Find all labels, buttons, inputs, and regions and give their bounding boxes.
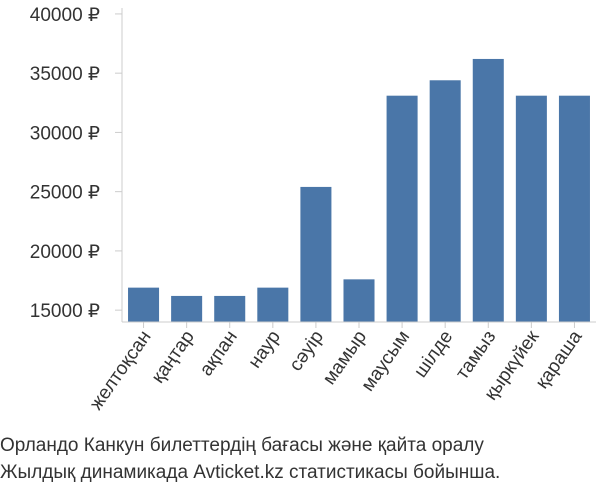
bar <box>257 287 289 322</box>
x-tick-label: сәуір <box>285 327 328 375</box>
bar <box>300 186 332 322</box>
x-tick-label: ақпан <box>196 327 242 380</box>
bar <box>128 287 160 322</box>
bar <box>171 295 203 322</box>
bar <box>472 58 504 323</box>
x-tick-label: наур <box>244 327 285 372</box>
x-tick-label: желтоқсан <box>86 327 156 414</box>
bars <box>128 58 590 323</box>
bar <box>214 295 246 322</box>
bar <box>515 95 547 323</box>
y-tick-label: 30000 ₽ <box>30 123 100 144</box>
y-tick-label: 20000 ₽ <box>30 242 100 263</box>
y-tick-label: 25000 ₽ <box>30 183 100 204</box>
y-axis: 15000 ₽ 20000 ₽ 25000 ₽ 30000 ₽ 35000 ₽ 40000… <box>30 5 123 322</box>
caption-line-1: Орландо Канкун билеттердің бағасы және қ… <box>0 435 484 456</box>
x-tick-label: шілде <box>410 327 457 382</box>
y-tick-label: 35000 ₽ <box>30 64 100 85</box>
y-tick-label: 40000 ₽ <box>30 5 100 26</box>
x-tick-label: қаңтар <box>148 327 199 387</box>
bar <box>386 95 418 323</box>
caption-line-2: Жылдық динамикада Avticket.kz статистика… <box>0 462 501 483</box>
bar <box>429 80 461 323</box>
y-tick-label: 15000 ₽ <box>30 301 100 322</box>
bar <box>558 95 590 323</box>
bar <box>343 279 375 322</box>
bar-chart: 15000 ₽ 20000 ₽ 25000 ₽ 30000 ₽ 35000 ₽ 40000… <box>30 5 596 414</box>
chart-caption: Орландо Канкун билеттердің бағасы және қ… <box>0 432 600 486</box>
